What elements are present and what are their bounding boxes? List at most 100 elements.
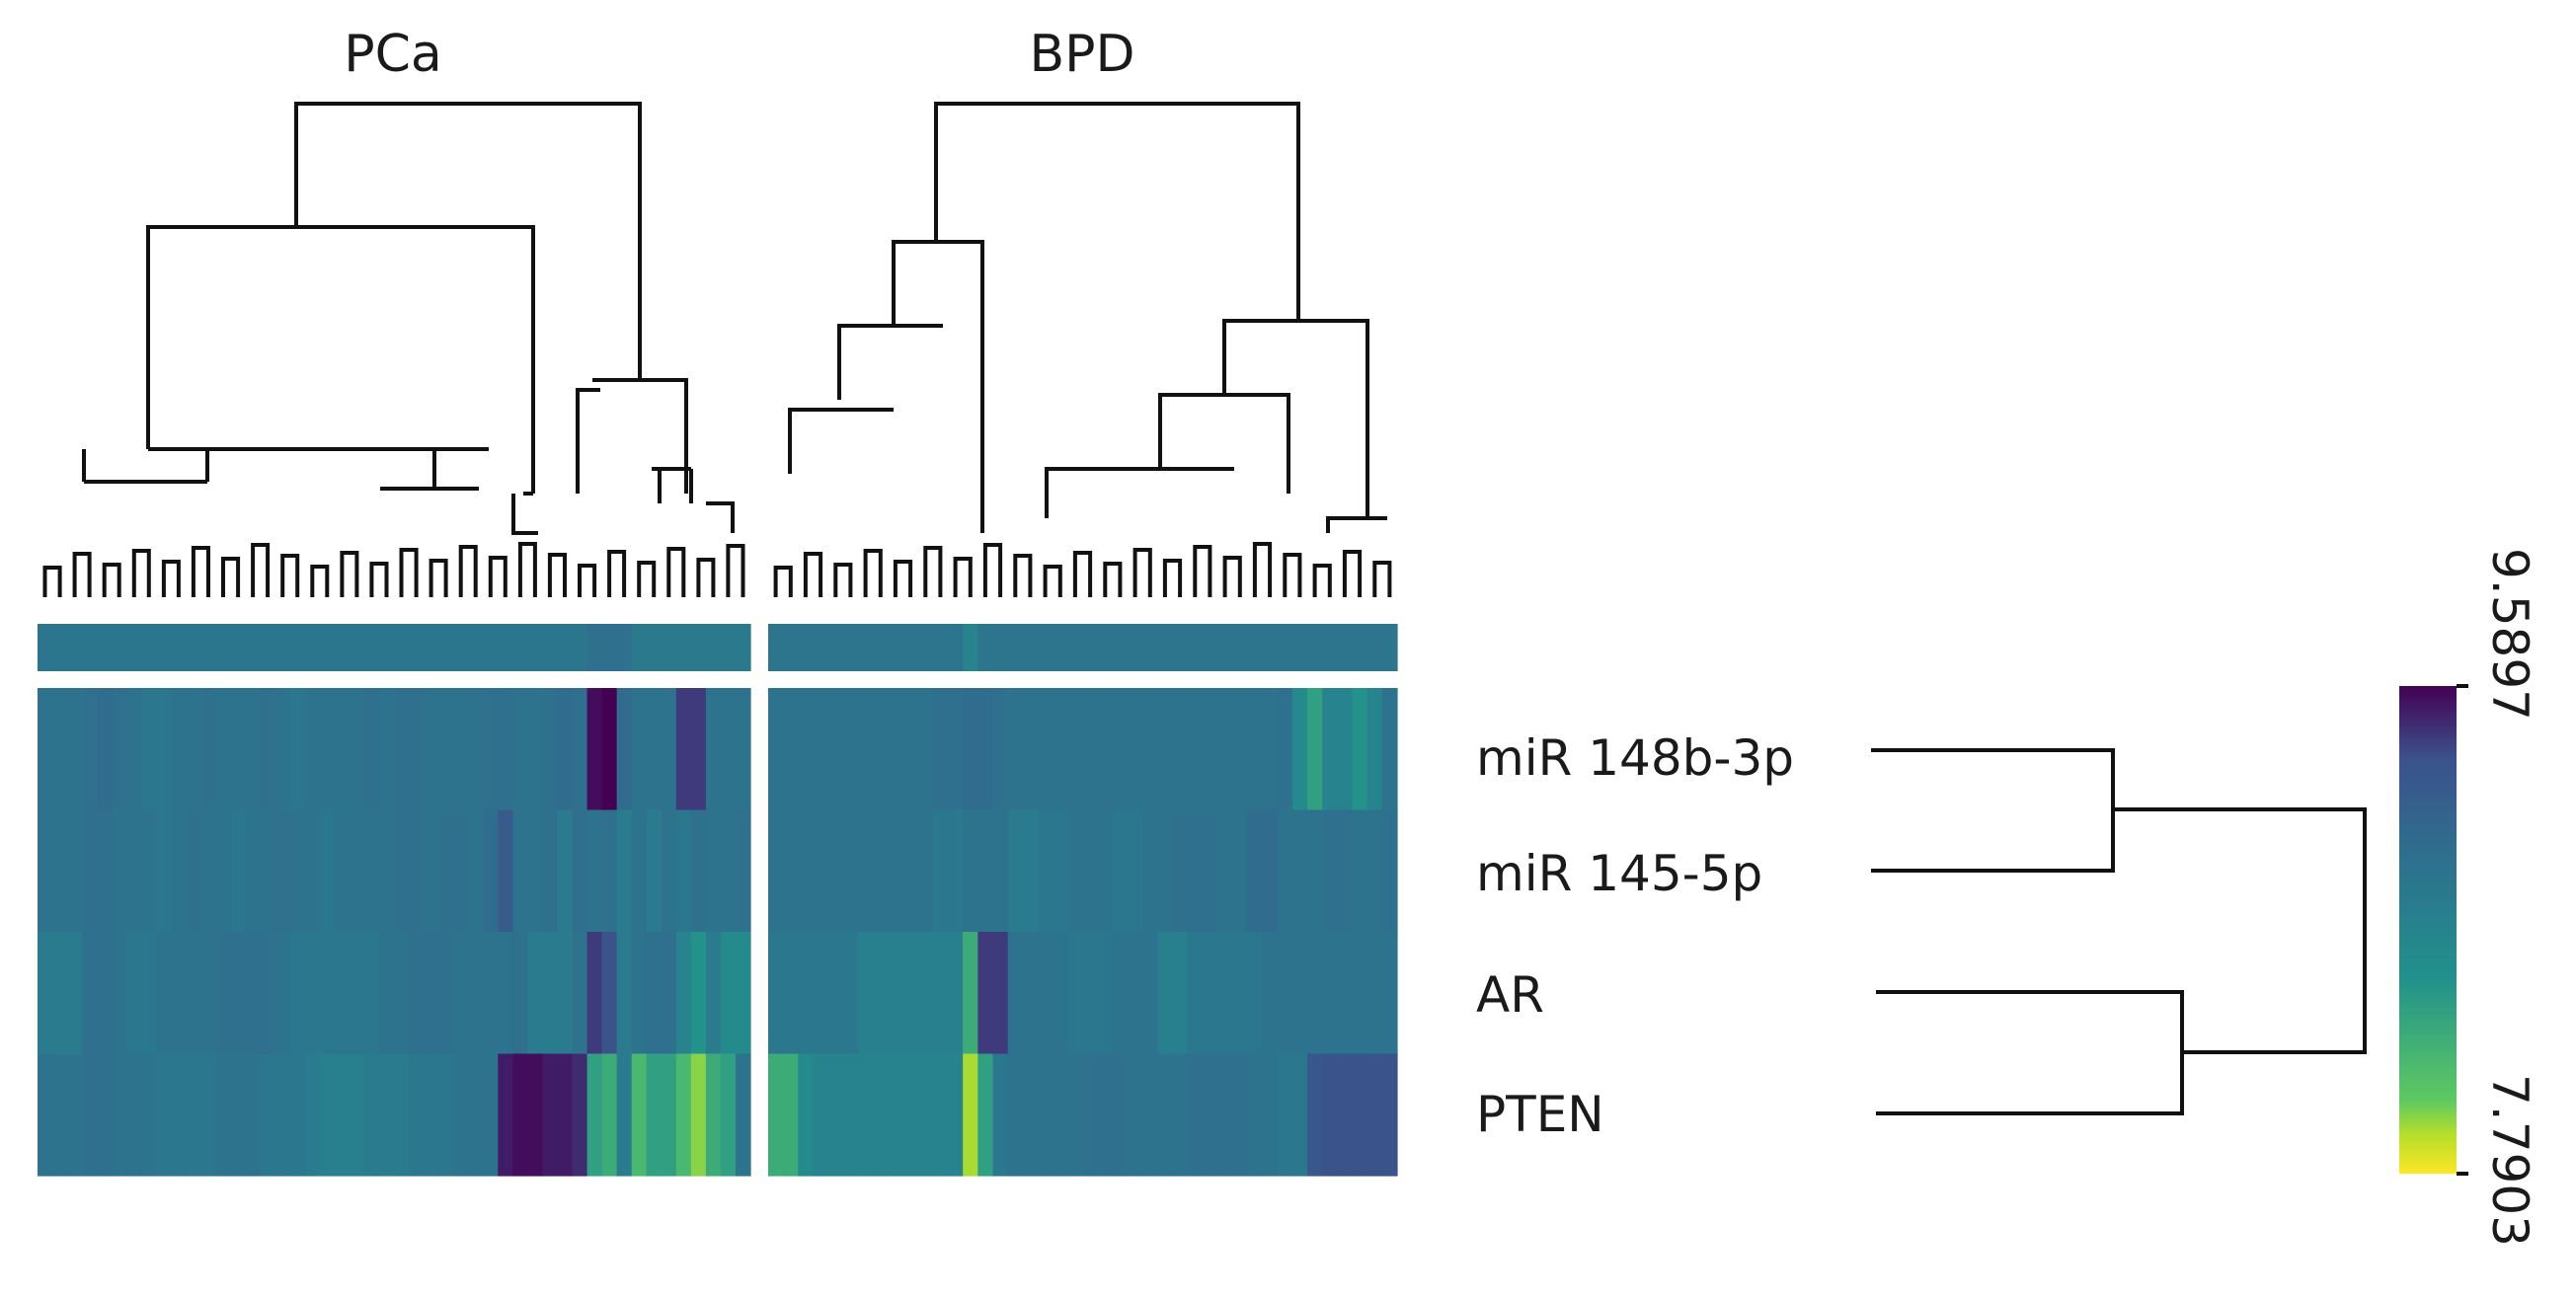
annotation-cell xyxy=(230,624,247,671)
heatmap-cell xyxy=(661,932,677,1055)
heatmap-cell xyxy=(572,688,588,811)
dendrogram-leaf xyxy=(982,543,1003,597)
heatmap-cell xyxy=(200,688,217,811)
annotation-cell xyxy=(1202,624,1218,671)
heatmap-cell xyxy=(873,688,889,811)
heatmap-cell xyxy=(1022,1053,1039,1177)
heatmap-cell xyxy=(675,1053,692,1177)
annotation-cell xyxy=(902,624,919,671)
annotation-cell xyxy=(1352,624,1368,671)
dendrogram-leaf xyxy=(833,563,853,597)
annotation-cell xyxy=(363,624,380,671)
heatmap-cell xyxy=(483,1053,499,1177)
heatmap-cell xyxy=(1172,932,1189,1055)
heatmap-cell xyxy=(963,1053,978,1177)
dendrogram-leaf xyxy=(1252,542,1273,597)
heatmap-cell xyxy=(1322,809,1338,933)
heatmap-cell xyxy=(1053,1053,1068,1177)
heatmap-cell xyxy=(557,1053,574,1177)
heatmap-cell xyxy=(601,932,618,1055)
heatmap-cell xyxy=(156,932,172,1055)
heatmap-cell xyxy=(334,688,351,811)
heatmap-cell xyxy=(186,809,202,933)
heatmap-cell xyxy=(378,688,395,811)
heatmap-cell xyxy=(948,932,964,1055)
row-label-ar: AR xyxy=(1476,966,1544,1024)
colorbar-max-label: 9.5897 xyxy=(2481,548,2538,721)
annotation-cell xyxy=(646,624,663,671)
heatmap-cell xyxy=(888,688,904,811)
dendrogram-leaf xyxy=(773,566,793,597)
heatmap-cell xyxy=(1247,688,1264,811)
dendrogram-leaf xyxy=(863,549,883,597)
heatmap-cell xyxy=(1381,688,1398,811)
heatmap-cell xyxy=(1067,932,1084,1055)
annotation-cell xyxy=(38,624,53,671)
heatmap-cell xyxy=(1381,1053,1398,1177)
heatmap-cell xyxy=(67,809,83,933)
dendrogram-leaf xyxy=(517,542,537,597)
annotation-cell xyxy=(932,624,949,671)
annotation-cell xyxy=(512,624,528,671)
annotation-cell xyxy=(274,624,291,671)
heatmap-cell xyxy=(842,688,859,811)
heatmap-cell xyxy=(963,932,978,1055)
heatmap-cell xyxy=(289,688,306,811)
heatmap-cell xyxy=(661,809,677,933)
annotation-cell xyxy=(1157,624,1174,671)
dendrogram-leaf xyxy=(131,549,151,597)
heatmap-cell xyxy=(1157,688,1174,811)
heatmap-cell xyxy=(1337,809,1354,933)
heatmap-cell xyxy=(917,932,934,1055)
dendrogram-leaf xyxy=(1312,564,1332,597)
heatmap-cell xyxy=(1157,809,1174,933)
heatmap-cell xyxy=(468,1053,484,1177)
heatmap-cell xyxy=(705,1053,722,1177)
heatmap-cell xyxy=(977,688,994,811)
annotation-cell xyxy=(948,624,964,671)
heatmap-cell xyxy=(888,932,904,1055)
heatmap-cell xyxy=(1247,809,1264,933)
heatmap-cell xyxy=(601,688,618,811)
annotation-cell xyxy=(304,624,321,671)
heatmap-cell xyxy=(274,809,291,933)
heatmap-cell xyxy=(586,932,603,1055)
heatmap-cell xyxy=(690,809,707,933)
heatmap-cell xyxy=(1337,932,1354,1055)
heatmap-cell xyxy=(735,1053,751,1177)
heatmap-cell xyxy=(1352,932,1368,1055)
heatmap-cell xyxy=(1038,809,1054,933)
heatmap-cell xyxy=(1097,1053,1114,1177)
heatmap-cell xyxy=(827,809,844,933)
heatmap-cell xyxy=(1277,932,1293,1055)
annotation-cell xyxy=(1307,624,1323,671)
heatmap-cell xyxy=(1366,1053,1383,1177)
annotation-cell xyxy=(1097,624,1114,671)
annotation-cell xyxy=(1217,624,1233,671)
annotation-cell xyxy=(349,624,365,671)
heatmap-cell xyxy=(378,932,395,1055)
heatmap-cell xyxy=(827,1053,844,1177)
annotation-cell xyxy=(601,624,618,671)
heatmap-cell xyxy=(1307,688,1323,811)
annotation-cell xyxy=(1232,624,1248,671)
heatmap-cell xyxy=(631,688,648,811)
heatmap-cell xyxy=(1142,688,1158,811)
heatmap-cell xyxy=(409,688,425,811)
heatmap-cell xyxy=(917,809,934,933)
heatmap-cell xyxy=(1053,809,1068,933)
heatmap-cell xyxy=(1053,932,1068,1055)
heatmap-cell xyxy=(646,809,663,933)
annotation-cell xyxy=(468,624,484,671)
heatmap-cell xyxy=(1291,1053,1308,1177)
heatmap-cell xyxy=(977,1053,994,1177)
heatmap-cell xyxy=(378,1053,395,1177)
annotation-cell xyxy=(319,624,336,671)
annotation-cell xyxy=(245,624,262,671)
dendrogram-leaf xyxy=(1043,565,1062,597)
dendrogram-leaf xyxy=(803,552,823,597)
colorbar xyxy=(2399,686,2457,1174)
dendrogram-leaf xyxy=(221,557,241,597)
heatmap-cell xyxy=(1366,688,1383,811)
heatmap-cell xyxy=(992,932,1009,1055)
